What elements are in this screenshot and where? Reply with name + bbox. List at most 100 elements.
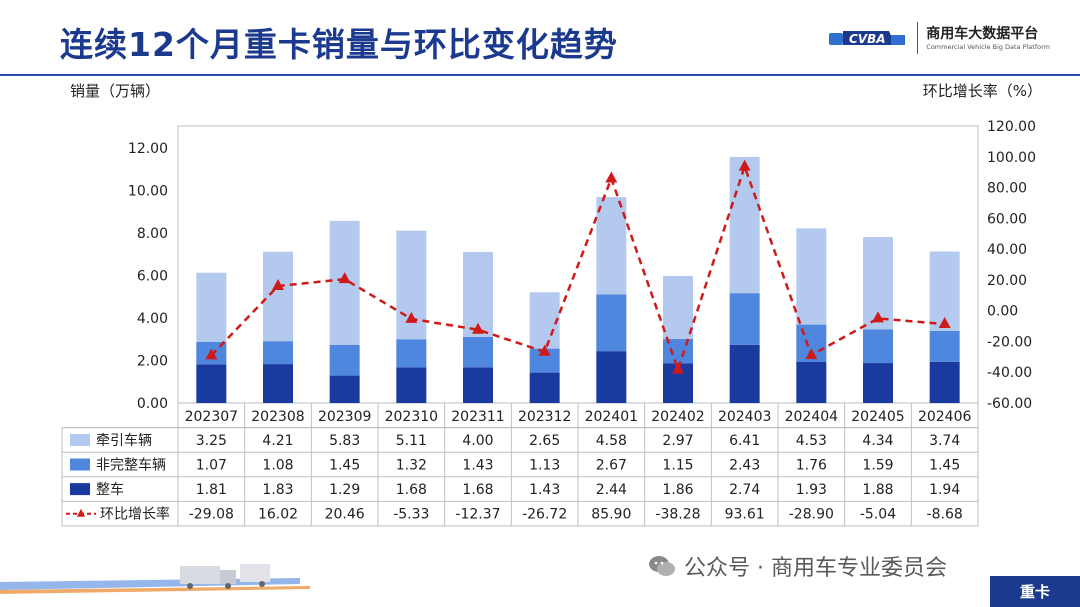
- wechat-account: 公众号 · 商用车专业委员会: [648, 550, 947, 582]
- mom-marker: [938, 317, 951, 329]
- bar-segment: [396, 339, 427, 368]
- right-tick-label: 80.00: [987, 181, 1027, 197]
- table-cell: 1.83: [262, 482, 293, 498]
- table-cell: 3.25: [196, 433, 227, 449]
- category-label: 202312: [518, 409, 571, 425]
- left-tick-label: 12.00: [128, 141, 168, 157]
- table-cell: 1.43: [462, 458, 493, 474]
- left-tick-label: 8.00: [137, 226, 168, 242]
- category-label: 202402: [651, 409, 704, 425]
- bar-segment: [663, 275, 693, 340]
- table-cell: 20.46: [325, 507, 365, 523]
- mom-marker: [538, 344, 551, 356]
- legend-key: [70, 483, 90, 496]
- bar-segment: [929, 361, 960, 403]
- table-cell: -38.28: [655, 507, 700, 523]
- table-cell: 1.45: [329, 458, 360, 474]
- table-cell: 5.83: [329, 433, 360, 449]
- right-tick-label: 120.00: [987, 119, 1036, 135]
- table-cell: 93.61: [725, 507, 765, 523]
- left-axis-title: 销量（万辆）: [70, 82, 161, 100]
- bar-segment: [596, 294, 627, 352]
- table-cell: 1.81: [196, 482, 227, 498]
- table-cell: 3.74: [929, 433, 960, 449]
- brand-logo-block: CVBA 商用车大数据平台 Commercial Vehicle Big Dat…: [829, 22, 1050, 54]
- table-cell: 1.93: [796, 482, 827, 498]
- bar-segment: [396, 367, 427, 403]
- right-tick-label: 0.00: [987, 304, 1018, 320]
- table-cell: 1.13: [529, 458, 560, 474]
- category-label: 202405: [851, 409, 904, 425]
- table-cell: 85.90: [591, 507, 631, 523]
- legend-label: 环比增长率: [100, 506, 170, 523]
- mom-marker: [672, 362, 684, 374]
- mom-marker: [605, 171, 618, 183]
- brand-name: 商用车大数据平台: [926, 25, 1039, 42]
- right-tick-label: -60.00: [987, 396, 1032, 412]
- left-tick-label: 6.00: [137, 269, 168, 285]
- table-cell: -12.37: [455, 507, 500, 523]
- table-cell: -29.08: [189, 507, 234, 523]
- table-cell: 4.53: [796, 433, 827, 449]
- mom-marker: [205, 348, 218, 360]
- legend-key: [70, 433, 90, 446]
- mom-marker: [338, 272, 351, 284]
- left-tick-label: 4.00: [137, 311, 168, 327]
- right-axis-title: 环比增长率（%）: [922, 82, 1042, 100]
- right-tick-label: 40.00: [987, 242, 1027, 258]
- bar-segment: [729, 156, 760, 294]
- bar-segment: [196, 272, 227, 342]
- wechat-account-name: 公众号 · 商用车专业委员会: [684, 556, 947, 581]
- bar-segment: [596, 351, 627, 403]
- table-cell: -26.72: [522, 507, 567, 523]
- page-title: 连续12个月重卡销量与环比变化趋势: [60, 25, 618, 64]
- table-cell: -5.04: [860, 507, 896, 523]
- brand-separator: [917, 22, 919, 54]
- bar-segment: [529, 372, 560, 403]
- bar-segment: [463, 367, 493, 403]
- brand-text: 商用车大数据平台 Commercial Vehicle Big Data Pla…: [926, 25, 1050, 52]
- table-cell: 1.08: [262, 458, 293, 474]
- table-cell: -8.68: [927, 507, 963, 523]
- table-cell: 1.68: [396, 482, 427, 498]
- category-label: 202309: [318, 409, 371, 425]
- trucks-decoration-icon: [0, 564, 310, 594]
- table-cell: 4.58: [596, 433, 627, 449]
- table-cell: 1.15: [662, 458, 693, 474]
- table-cell: 4.00: [462, 433, 493, 449]
- bar-segment: [463, 336, 493, 368]
- bar-segment: [196, 364, 227, 403]
- bar-segment: [796, 228, 827, 325]
- table-cell: 1.32: [396, 458, 427, 474]
- mom-marker: [472, 322, 484, 334]
- category-label: 202404: [785, 409, 839, 425]
- header-divider: [0, 74, 1080, 76]
- bar-segment: [863, 329, 893, 364]
- table-cell: 1.59: [862, 458, 893, 474]
- table-cell: 2.43: [729, 458, 760, 474]
- legend-key: [70, 458, 90, 471]
- left-tick-label: 2.00: [137, 354, 168, 370]
- svg-text:CVBA: CVBA: [849, 32, 886, 46]
- bar-segment: [263, 251, 293, 342]
- bar-segment: [929, 330, 960, 362]
- table-cell: 1.43: [529, 482, 560, 498]
- right-tick-label: -20.00: [987, 334, 1032, 350]
- table-cell: 1.29: [329, 482, 360, 498]
- table-cell: 2.97: [662, 433, 693, 449]
- table-cell: 2.65: [529, 433, 560, 449]
- mom-marker: [872, 311, 884, 323]
- bar-segment: [329, 344, 360, 376]
- wechat-icon: [649, 556, 675, 576]
- bar-segment: [329, 375, 360, 403]
- table-cell: 2.44: [596, 482, 627, 498]
- legend-label: 整车: [96, 481, 124, 498]
- bar-segment: [796, 361, 827, 403]
- cvba-logo-icon: CVBA: [829, 31, 906, 46]
- table-cell: 6.41: [729, 433, 760, 449]
- category-tag: 重卡: [990, 576, 1080, 607]
- table-cell: 1.07: [196, 458, 227, 474]
- table-cell: 16.02: [258, 507, 298, 523]
- table-cell: -5.33: [393, 507, 429, 523]
